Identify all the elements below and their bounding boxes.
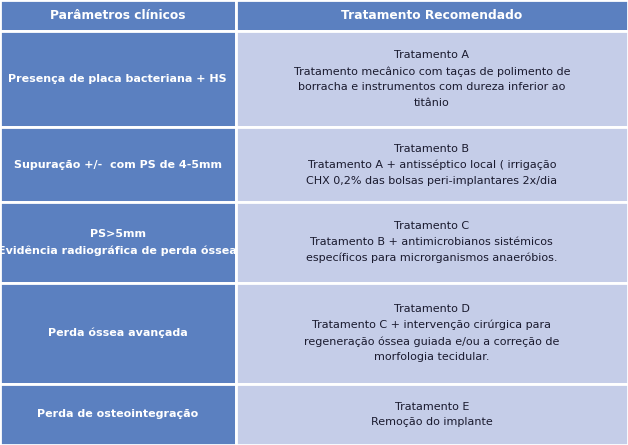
Text: Presença de placa bacteriana + HS: Presença de placa bacteriana + HS <box>8 74 227 84</box>
Text: Tratamento E
Remoção do implante: Tratamento E Remoção do implante <box>371 401 492 427</box>
Bar <box>0 202 236 283</box>
Text: Tratamento B
Tratamento A + antisséptico local ( irrigação
CHX 0,2% das bolsas p: Tratamento B Tratamento A + antisséptico… <box>306 144 557 186</box>
Bar <box>0 0 236 31</box>
Bar <box>0 127 236 202</box>
Bar <box>0 283 236 384</box>
Text: Parâmetros clínicos: Parâmetros clínicos <box>50 9 185 22</box>
Text: Perda óssea avançada: Perda óssea avançada <box>48 328 188 339</box>
Text: Tratamento Recomendado: Tratamento Recomendado <box>341 9 522 22</box>
Bar <box>236 384 628 445</box>
Bar <box>236 31 628 127</box>
Bar <box>236 283 628 384</box>
Bar <box>236 202 628 283</box>
Text: Tratamento D
Tratamento C + intervenção cirúrgica para
regeneração óssea guiada : Tratamento D Tratamento C + intervenção … <box>304 304 560 363</box>
Text: PS>5mm
Evidência radiográfica de perda óssea: PS>5mm Evidência radiográfica de perda ó… <box>0 229 237 256</box>
Bar <box>0 384 236 445</box>
Bar <box>236 0 628 31</box>
Bar <box>0 31 236 127</box>
Text: Perda de osteointegração: Perda de osteointegração <box>37 409 198 419</box>
Bar <box>236 127 628 202</box>
Text: Tratamento C
Tratamento B + antimicrobianos sistémicos
específicos para microrga: Tratamento C Tratamento B + antimicrobia… <box>306 222 558 263</box>
Text: Tratamento A
Tratamento mecânico com taças de polimento de
borracha e instrument: Tratamento A Tratamento mecânico com taç… <box>293 50 570 108</box>
Text: Supuração +/-  com PS de 4-5mm: Supuração +/- com PS de 4-5mm <box>14 160 222 170</box>
